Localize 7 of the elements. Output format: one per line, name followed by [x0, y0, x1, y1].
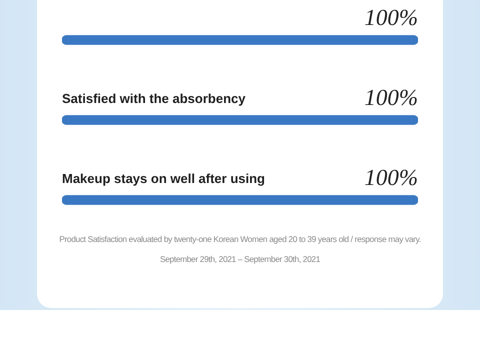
- data-label: 100%: [364, 85, 418, 110]
- data-label: 100%: [364, 5, 418, 30]
- text: September 29th, 2021 – September 30th, 2021: [158, 254, 322, 264]
- y-tick-label: Satisfied with the absorbency: [62, 91, 246, 106]
- data-label: 100%: [364, 165, 418, 190]
- text: Product Satisfaction evaluated by twenty-one Korean Women aged 20 to 39 years old / response may vary.: [58, 234, 422, 244]
- y-tick-label: Makeup stays on well after using: [62, 171, 266, 186]
